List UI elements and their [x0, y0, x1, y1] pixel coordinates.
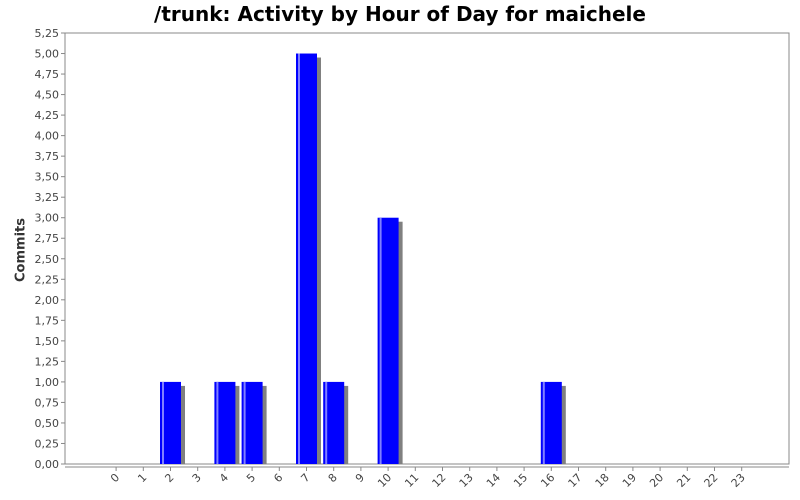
y-tick-label: 1,00 [35, 376, 60, 389]
y-tick-label: 2,25 [35, 273, 60, 286]
x-tick-label: 15 [511, 471, 530, 490]
x-tick-label: 4 [217, 471, 231, 485]
chart-title: /trunk: Activity by Hour of Day for maic… [154, 2, 646, 26]
y-tick-label: 4,00 [35, 130, 60, 143]
bar-highlight [542, 381, 545, 464]
x-tick-label: 10 [375, 471, 394, 490]
bar [323, 381, 345, 464]
x-tick-label: 3 [190, 471, 204, 485]
y-tick-label: 0,50 [35, 417, 60, 430]
x-tick-label: 1 [135, 471, 149, 485]
y-tick-label: 3,25 [35, 191, 60, 204]
bar-highlight [325, 381, 328, 464]
x-tick-label: 7 [298, 471, 312, 485]
y-tick-label: 3,50 [35, 171, 60, 184]
y-tick-label: 4,50 [35, 89, 60, 102]
bar [540, 381, 562, 464]
x-tick-label: 13 [457, 471, 476, 490]
y-tick-label: 5,25 [35, 27, 60, 40]
bar-highlight [162, 381, 164, 464]
bar [214, 381, 236, 464]
x-tick-label: 20 [647, 471, 666, 490]
x-tick-label: 22 [702, 471, 721, 490]
x-tick-label: 6 [271, 471, 285, 485]
x-tick-label: 21 [674, 471, 693, 490]
x-tick-label: 16 [538, 471, 557, 490]
y-tick-label: 3,00 [35, 212, 60, 225]
x-tick-label: 18 [593, 471, 612, 490]
x-tick-label: 17 [566, 471, 585, 490]
bar-highlight [216, 381, 219, 464]
bar [296, 53, 317, 465]
x-tick-label: 23 [729, 471, 748, 490]
x-tick-label: 14 [484, 471, 503, 490]
y-tick-label: 4,75 [35, 68, 60, 81]
y-tick-label: 3,75 [35, 150, 60, 163]
x-tick-label: 2 [162, 471, 176, 485]
x-tick-label: 19 [620, 471, 639, 490]
bar-highlight [298, 53, 300, 465]
bar [241, 381, 263, 464]
x-tick-label: 5 [244, 471, 258, 485]
x-tick-label: 11 [402, 471, 421, 490]
y-tick-label: 1,75 [35, 314, 60, 327]
bar-highlight [379, 217, 382, 464]
x-tick-label: 0 [108, 471, 122, 485]
y-tick-label: 0,00 [35, 458, 60, 471]
y-tick-label: 0,25 [35, 437, 60, 450]
y-tick-label: 0,75 [35, 396, 60, 409]
x-tick-label: 9 [353, 471, 367, 485]
y-tick-label: 2,50 [35, 253, 60, 266]
bar [377, 217, 399, 464]
x-tick-label: 8 [326, 471, 340, 485]
y-tick-label: 1,25 [35, 355, 60, 368]
y-tick-label: 1,50 [35, 335, 60, 348]
bar-highlight [243, 381, 246, 464]
y-tick-label: 4,25 [35, 109, 60, 122]
x-tick-label: 12 [430, 471, 449, 490]
y-tick-label: 2,75 [35, 232, 60, 245]
y-tick-label: 2,00 [35, 294, 60, 307]
bar [160, 381, 181, 464]
plot-area [64, 32, 790, 465]
y-tick-label: 5,00 [35, 48, 60, 61]
